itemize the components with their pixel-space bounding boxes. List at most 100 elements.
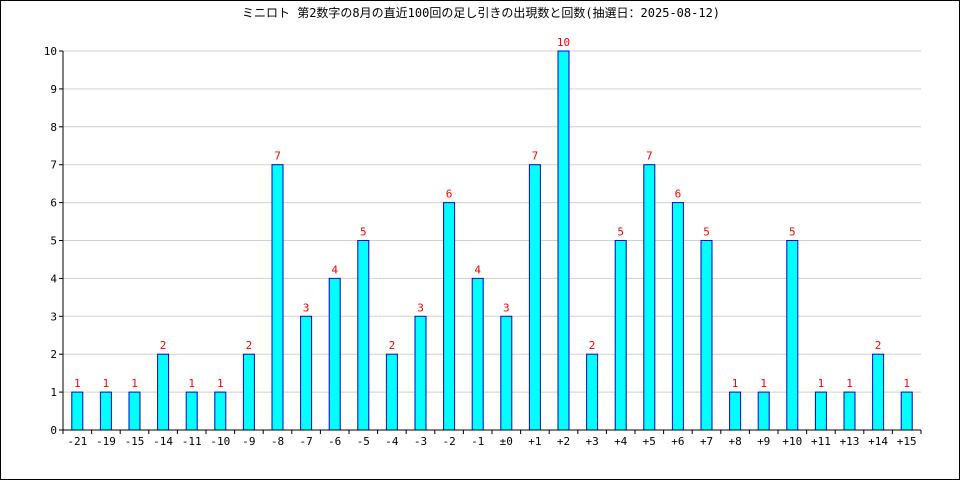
data-label: 1 xyxy=(217,377,224,390)
data-label: 3 xyxy=(417,301,424,314)
x-tick-label: +3 xyxy=(585,435,598,448)
y-tick-label: 4 xyxy=(50,272,57,285)
x-tick-label: -21 xyxy=(67,435,87,448)
data-label: 1 xyxy=(732,377,739,390)
bar-6 xyxy=(214,391,227,431)
x-tick-label: +13 xyxy=(840,435,860,448)
bar-7 xyxy=(242,353,255,431)
y-tick-label: 1 xyxy=(50,386,57,399)
y-tick-label: 10 xyxy=(44,45,57,58)
x-tick-label: ±0 xyxy=(500,435,513,448)
bar-13 xyxy=(414,315,427,431)
x-tick-label: -14 xyxy=(153,435,173,448)
x-tick-label: -10 xyxy=(210,435,230,448)
x-tick-label: +9 xyxy=(757,435,770,448)
x-tick-label: +15 xyxy=(897,435,917,448)
data-label: 1 xyxy=(846,377,853,390)
axes xyxy=(59,50,922,434)
y-tick-label: 3 xyxy=(50,310,57,323)
bar-30 xyxy=(900,391,913,431)
x-tick-label: +7 xyxy=(700,435,713,448)
labels: 0123456789101-211-191-152-141-111-102-97… xyxy=(44,36,917,448)
data-label: 1 xyxy=(74,377,81,390)
chart-title: ミニロト 第2数字の8月の直近100回の足し引きの出現数と回数(抽選日：2025… xyxy=(242,5,720,20)
data-label: 10 xyxy=(557,36,570,49)
x-tick-label: -2 xyxy=(442,435,455,448)
bar-16 xyxy=(500,315,513,431)
bar-8 xyxy=(271,164,284,431)
x-tick-label: -15 xyxy=(125,435,145,448)
data-label: 2 xyxy=(389,339,396,352)
data-label: 4 xyxy=(474,263,481,276)
x-tick-label: -11 xyxy=(182,435,202,448)
x-tick-label: -7 xyxy=(299,435,312,448)
data-label: 1 xyxy=(760,377,767,390)
bar-22 xyxy=(671,202,684,431)
data-label: 7 xyxy=(532,150,539,163)
bar-27 xyxy=(814,391,827,431)
data-label: 7 xyxy=(646,150,653,163)
x-tick-label: +2 xyxy=(557,435,570,448)
x-tick-label: -9 xyxy=(242,435,255,448)
bar-29 xyxy=(872,353,885,431)
x-tick-label: +14 xyxy=(868,435,888,448)
bar-5 xyxy=(185,391,198,431)
bar-19 xyxy=(586,353,599,431)
data-label: 6 xyxy=(675,188,682,201)
data-label: 1 xyxy=(188,377,195,390)
data-label: 2 xyxy=(589,339,596,352)
grid-lines xyxy=(63,50,921,393)
bars xyxy=(71,50,913,431)
x-tick-label: -3 xyxy=(414,435,427,448)
data-label: 2 xyxy=(160,339,167,352)
x-tick-label: +8 xyxy=(728,435,741,448)
data-label: 5 xyxy=(360,226,367,239)
x-tick-label: +5 xyxy=(643,435,656,448)
y-tick-label: 7 xyxy=(50,159,57,172)
y-tick-label: 9 xyxy=(50,83,57,96)
data-label: 4 xyxy=(331,263,338,276)
y-tick-label: 0 xyxy=(50,424,57,437)
data-label: 1 xyxy=(131,377,138,390)
y-tick-label: 8 xyxy=(50,121,57,134)
data-label: 2 xyxy=(875,339,882,352)
bar-18 xyxy=(557,50,570,431)
x-tick-label: -1 xyxy=(471,435,484,448)
data-label: 1 xyxy=(103,377,110,390)
bar-25 xyxy=(757,391,770,431)
data-label: 3 xyxy=(303,301,310,314)
bar-24 xyxy=(729,391,742,431)
x-tick-label: +11 xyxy=(811,435,831,448)
bar-1 xyxy=(71,391,84,431)
bar-20 xyxy=(614,240,627,431)
bar-15 xyxy=(471,277,484,431)
data-label: 5 xyxy=(617,226,624,239)
bar-21 xyxy=(643,164,656,431)
bar-4 xyxy=(157,353,170,431)
bar-10 xyxy=(328,277,341,431)
data-label: 3 xyxy=(503,301,510,314)
bar-11 xyxy=(357,240,370,431)
data-label: 5 xyxy=(789,226,796,239)
data-label: 7 xyxy=(274,150,281,163)
bar-9 xyxy=(300,315,313,431)
x-tick-label: +6 xyxy=(671,435,684,448)
bar-14 xyxy=(443,202,456,431)
bar-12 xyxy=(385,353,398,431)
data-label: 6 xyxy=(446,188,453,201)
x-tick-label: -4 xyxy=(385,435,399,448)
bar-23 xyxy=(700,240,713,431)
bar-28 xyxy=(843,391,856,431)
data-label: 5 xyxy=(703,226,710,239)
y-tick-label: 6 xyxy=(50,197,57,210)
x-tick-label: +1 xyxy=(528,435,541,448)
bar-17 xyxy=(528,164,541,431)
data-label: 2 xyxy=(246,339,253,352)
bar-26 xyxy=(786,240,799,431)
bar-3 xyxy=(128,391,141,431)
data-label: 1 xyxy=(818,377,825,390)
x-tick-label: -5 xyxy=(357,435,370,448)
data-label: 1 xyxy=(903,377,910,390)
bar-2 xyxy=(99,391,112,431)
